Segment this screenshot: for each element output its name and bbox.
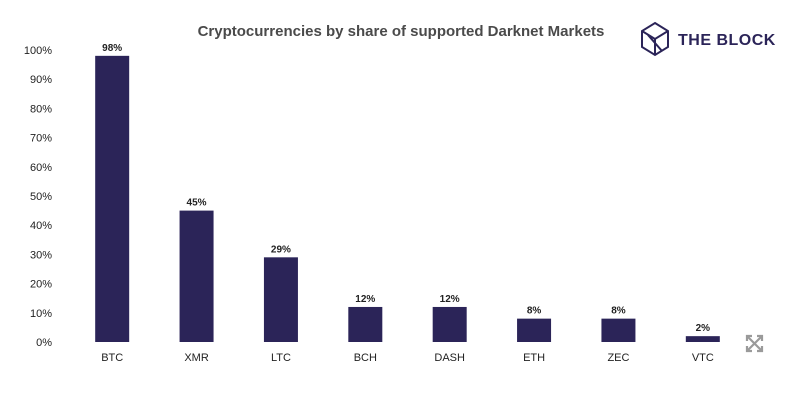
bar-series: 98% 45% 29% 12% 12% 8% 8% 2%	[95, 43, 720, 343]
y-tick-label: 20%	[30, 279, 52, 291]
expand-arrows-icon[interactable]	[745, 334, 764, 353]
data-label: 12%	[355, 294, 375, 305]
x-tick-label: BCH	[354, 352, 377, 364]
x-tick-label: ETH	[523, 352, 545, 364]
y-tick-label: 80%	[30, 103, 52, 115]
y-tick-label: 50%	[30, 191, 52, 203]
cube-logo-icon	[641, 21, 669, 57]
bar-dash	[432, 306, 467, 342]
y-tick-label: 70%	[30, 133, 52, 145]
y-axis: 0% 10% 20% 30% 40% 50% 60% 70% 80% 90% 100%	[24, 45, 52, 349]
y-tick-label: 10%	[30, 308, 52, 320]
bar-xmr	[179, 210, 214, 342]
bar-vtc	[685, 336, 720, 342]
bar-btc	[95, 55, 130, 343]
x-tick-label: VTC	[692, 352, 714, 364]
x-tick-label: XMR	[184, 352, 209, 364]
data-label: 12%	[440, 294, 460, 305]
x-tick-label: ZEC	[607, 352, 629, 364]
bar-ltc	[263, 257, 298, 342]
x-tick-label: DASH	[434, 352, 465, 364]
data-label: 98%	[102, 43, 122, 54]
bar-bch	[348, 306, 383, 342]
y-tick-label: 100%	[24, 45, 52, 57]
chart-title: Cryptocurrencies by share of supported D…	[198, 23, 605, 40]
y-tick-label: 40%	[30, 220, 52, 232]
data-label: 29%	[271, 244, 291, 255]
brand-logo: THE BLOCK	[641, 21, 776, 57]
data-label: 8%	[527, 306, 542, 317]
x-tick-label: LTC	[271, 352, 291, 364]
y-tick-label: 0%	[36, 337, 52, 349]
data-label: 8%	[611, 306, 626, 317]
y-tick-label: 60%	[30, 162, 52, 174]
brand-name: THE BLOCK	[678, 32, 776, 49]
x-axis: BTC XMR LTC BCH DASH ETH ZEC VTC	[101, 352, 714, 364]
x-tick-label: BTC	[101, 352, 123, 364]
bar-eth	[517, 318, 552, 342]
data-label: 45%	[187, 198, 207, 209]
y-tick-label: 30%	[30, 249, 52, 261]
y-tick-label: 90%	[30, 74, 52, 86]
data-label: 2%	[696, 323, 711, 334]
bar-zec	[601, 318, 636, 342]
